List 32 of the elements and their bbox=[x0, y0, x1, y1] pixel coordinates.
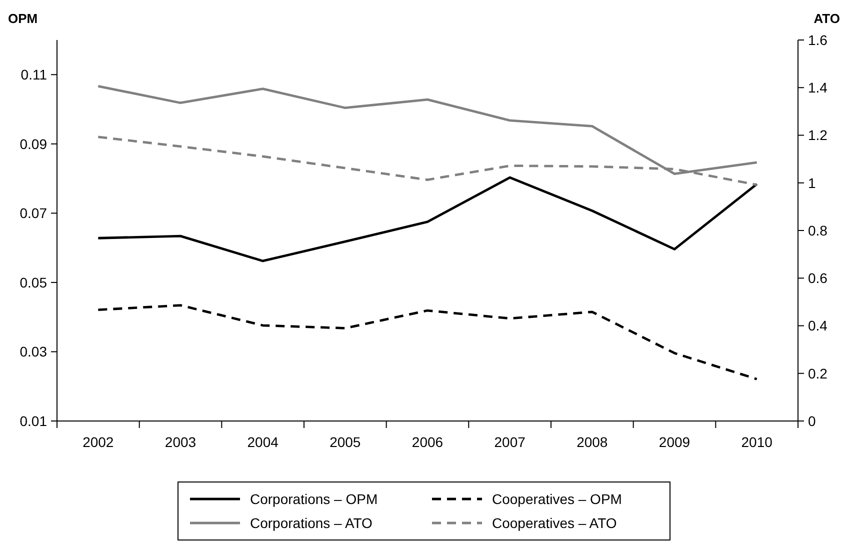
y-tick-label: 0.05 bbox=[20, 274, 48, 290]
x-tick-label: 2009 bbox=[658, 434, 690, 450]
y-tick-label: 0.09 bbox=[20, 136, 48, 152]
x-tick-label: 2007 bbox=[494, 434, 526, 450]
y2-tick-label: 0.8 bbox=[808, 222, 828, 238]
legend-label: Cooperatives – OPM bbox=[492, 490, 622, 507]
y2-tick-label: 0.2 bbox=[808, 365, 828, 382]
y-axis-title: OPM bbox=[8, 11, 38, 26]
y2-tick-label: 0.6 bbox=[808, 270, 828, 286]
line-series bbox=[96, 176, 758, 262]
y2-tick-label: 1.6 bbox=[808, 32, 828, 48]
x-tick-label: 2002 bbox=[82, 434, 114, 450]
x-tick-label: 2008 bbox=[576, 434, 608, 450]
x-tick-label: 2003 bbox=[164, 434, 196, 450]
x-tick-label: 2005 bbox=[330, 434, 361, 450]
x-tick-label: 2006 bbox=[412, 434, 444, 450]
x-tick-label: 2010 bbox=[741, 434, 773, 450]
y-tick-label: 0.01 bbox=[20, 412, 48, 429]
y-tick-label: 0.03 bbox=[20, 344, 48, 360]
y-tick-label: 0.07 bbox=[20, 205, 48, 222]
x-tick-label: 2004 bbox=[247, 434, 279, 450]
legend-label: Cooperatives – ATO bbox=[492, 514, 617, 531]
legend-label: Corporations – OPM bbox=[250, 490, 378, 507]
y2-tick-label: 1.2 bbox=[808, 127, 828, 144]
y2-tick-label: 1.4 bbox=[808, 80, 828, 96]
y2-tick-label: 0 bbox=[808, 412, 816, 429]
y2-tick-label: 1 bbox=[808, 174, 816, 191]
line-series bbox=[96, 304, 758, 380]
legend-label: Corporations – ATO bbox=[250, 514, 373, 531]
y2-axis-title: ATO bbox=[814, 11, 840, 26]
y2-tick-label: 0.4 bbox=[808, 318, 828, 334]
y-tick-label: 0.11 bbox=[20, 66, 48, 83]
